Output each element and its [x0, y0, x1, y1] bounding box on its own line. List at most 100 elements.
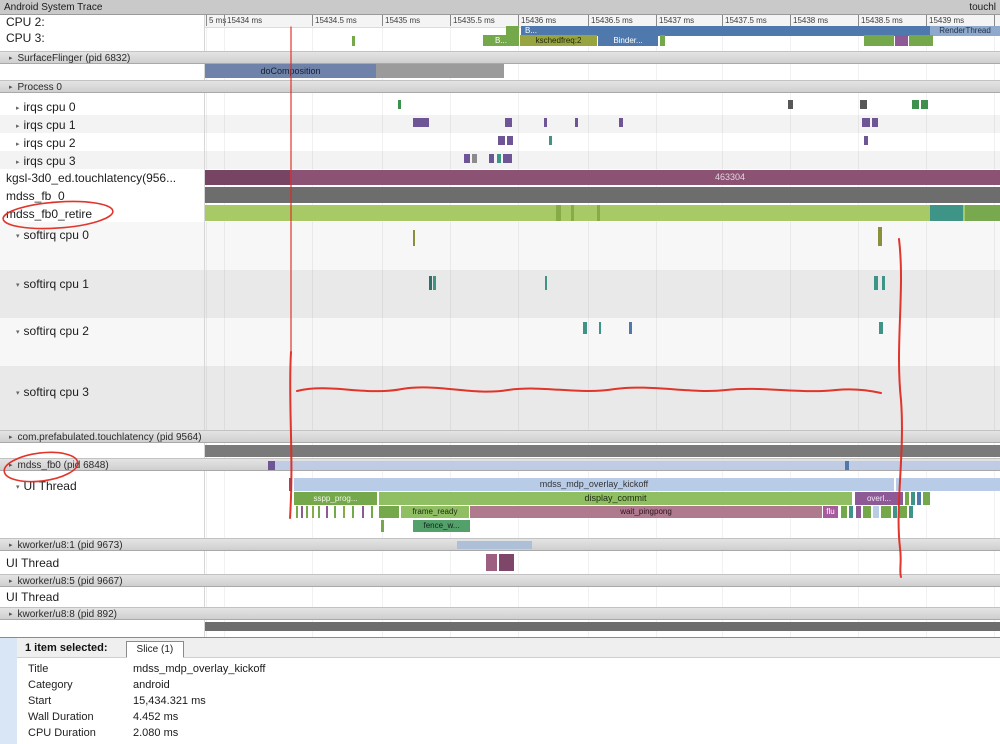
trace-slice[interactable]: [352, 36, 355, 46]
trace-slice[interactable]: [873, 506, 879, 518]
track-label-irqs-cpu-1[interactable]: ▸ irqs cpu 1: [16, 118, 76, 132]
expand-arrow-icon[interactable]: ▾: [16, 282, 20, 289]
trace-slice[interactable]: [205, 622, 1000, 631]
trace-slice[interactable]: [499, 554, 514, 571]
trace-slice[interactable]: [549, 136, 552, 145]
trace-slice[interactable]: [379, 506, 399, 518]
trace-slice[interactable]: [856, 506, 861, 518]
expand-arrow-icon[interactable]: ▸: [9, 434, 13, 441]
trace-slice[interactable]: [597, 205, 600, 221]
trace-slice[interactable]: [268, 461, 275, 470]
slice-renderthread[interactable]: RenderThread: [930, 26, 1000, 36]
trace-slice[interactable]: [544, 118, 547, 127]
trace-slice[interactable]: [362, 506, 364, 518]
trace-slice[interactable]: [413, 230, 415, 246]
slice-display-commit[interactable]: display_commit: [379, 492, 852, 505]
track-label-softirq-cpu-1[interactable]: ▾ softirq cpu 1: [16, 277, 89, 291]
section-header-kworker-u8-8[interactable]: ▸ kworker/u8:8 (pid 892): [0, 607, 1000, 620]
trace-slice[interactable]: [583, 322, 587, 334]
trace-slice[interactable]: [433, 276, 436, 290]
trace-slice[interactable]: [599, 322, 601, 334]
expand-arrow-icon[interactable]: ▸: [9, 578, 13, 585]
trace-slice[interactable]: [376, 64, 504, 78]
trace-slice[interactable]: [381, 520, 384, 532]
slice-flu[interactable]: flu: [823, 506, 838, 518]
trace-slice[interactable]: [413, 118, 429, 127]
slice-fence-w[interactable]: fence_w...: [413, 520, 470, 532]
trace-slice[interactable]: [472, 154, 477, 163]
track-label-softirq-cpu-0[interactable]: ▾ softirq cpu 0: [16, 228, 89, 242]
trace-slice[interactable]: [882, 276, 885, 290]
slice-sspp-prog[interactable]: sspp_prog...: [294, 492, 377, 505]
expand-arrow-icon[interactable]: ▸: [16, 141, 20, 148]
slice-b[interactable]: B...: [521, 26, 930, 36]
expand-arrow-icon[interactable]: ▸: [9, 462, 13, 469]
trace-slice[interactable]: [917, 492, 921, 505]
expand-arrow-icon[interactable]: ▾: [16, 329, 20, 336]
trace-slice[interactable]: [911, 492, 915, 505]
expand-arrow-icon[interactable]: ▸: [9, 84, 13, 91]
trace-slice[interactable]: [268, 461, 1000, 470]
tab-slice[interactable]: Slice (1): [125, 641, 185, 658]
trace-slice[interactable]: [921, 100, 928, 109]
trace-slice[interactable]: [205, 187, 1000, 203]
trace-slice[interactable]: [352, 506, 354, 518]
trace-slice[interactable]: [909, 35, 933, 46]
trace-slice[interactable]: [575, 118, 578, 127]
trace-slice[interactable]: [862, 118, 870, 127]
track-label-ui-thread-1[interactable]: ▾ UI Thread: [16, 479, 77, 493]
trace-slice[interactable]: [879, 322, 883, 334]
trace-slice[interactable]: [457, 541, 532, 549]
expand-arrow-icon[interactable]: ▸: [16, 159, 20, 166]
trace-slice[interactable]: [489, 154, 494, 163]
trace-slice[interactable]: [205, 170, 1000, 185]
slice-overl[interactable]: overl...: [855, 492, 903, 505]
trace-slice[interactable]: [398, 100, 401, 109]
track-label-cpu-2[interactable]: CPU 2:: [6, 15, 45, 29]
trace-slice[interactable]: [505, 118, 512, 127]
trace-slice[interactable]: [909, 506, 913, 518]
trace-slice[interactable]: [334, 506, 336, 518]
trace-slice[interactable]: [930, 205, 963, 221]
expand-arrow-icon[interactable]: ▾: [16, 233, 20, 240]
trace-slice[interactable]: [312, 506, 314, 518]
trace-slice[interactable]: [205, 445, 1000, 457]
trace-slice[interactable]: [507, 136, 513, 145]
trace-slice[interactable]: [556, 205, 561, 221]
trace-slice[interactable]: [912, 100, 919, 109]
track-label-kgsl-3d0[interactable]: kgsl-3d0_ed.touchlatency(956...: [6, 171, 176, 185]
slice-docomposition[interactable]: doComposition: [205, 64, 376, 78]
expand-arrow-icon[interactable]: ▾: [16, 484, 20, 491]
trace-slice[interactable]: [498, 136, 505, 145]
trace-slice[interactable]: [497, 154, 501, 163]
slice-frame-ready[interactable]: frame_ready: [401, 506, 469, 518]
expand-arrow-icon[interactable]: ▾: [16, 390, 20, 397]
trace-slice[interactable]: [205, 170, 290, 185]
trace-slice[interactable]: [899, 506, 907, 518]
trace-slice[interactable]: [629, 322, 632, 334]
slice-binder[interactable]: Binder...: [598, 35, 658, 46]
trace-slice[interactable]: [486, 554, 497, 571]
trace-slice[interactable]: [318, 506, 320, 518]
trace-slice[interactable]: [296, 506, 298, 518]
trace-slice[interactable]: [301, 506, 303, 518]
trace-slice[interactable]: [545, 276, 547, 290]
trace-slice[interactable]: [872, 118, 878, 127]
trace-slice[interactable]: [660, 35, 665, 46]
expand-arrow-icon[interactable]: ▸: [9, 55, 13, 62]
track-label-cpu-3[interactable]: CPU 3:: [6, 31, 45, 45]
expand-arrow-icon[interactable]: ▸: [9, 611, 13, 618]
track-label-ui-thread-2[interactable]: UI Thread: [6, 556, 59, 570]
trace-slice[interactable]: [619, 118, 623, 127]
trace-slice[interactable]: [881, 506, 891, 518]
trace-slice[interactable]: [864, 35, 894, 46]
trace-slice[interactable]: [289, 478, 292, 491]
trace-slice[interactable]: [841, 506, 847, 518]
trace-slice[interactable]: [464, 154, 470, 163]
trace-slice[interactable]: [874, 276, 878, 290]
trace-slice[interactable]: [506, 26, 519, 36]
trace-slice[interactable]: [571, 205, 574, 221]
trace-slice[interactable]: [205, 205, 1000, 221]
slice-463304[interactable]: 463304: [714, 172, 746, 182]
track-label-ui-thread-3[interactable]: UI Thread: [6, 590, 59, 604]
